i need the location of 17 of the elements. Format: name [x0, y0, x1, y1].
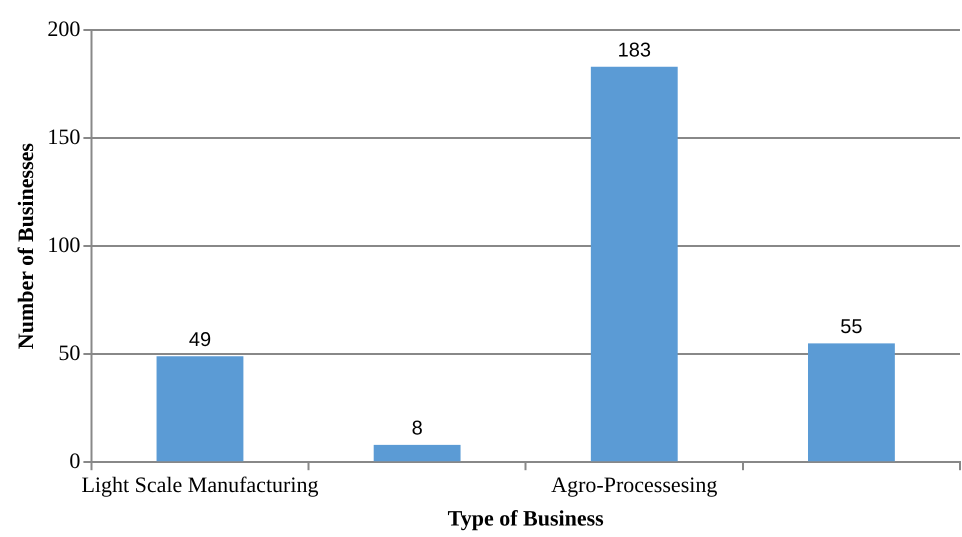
bar [374, 444, 461, 462]
y-tick-label: 100 [47, 232, 80, 257]
y-tick-label: 0 [69, 448, 80, 473]
y-tick-label: 50 [58, 340, 80, 365]
bar [808, 343, 895, 462]
x-tick-label: Light Scale Manufacturing [81, 472, 318, 498]
x-axis-title: Type of Business [448, 505, 604, 530]
data-label: 55 [840, 316, 863, 338]
bar [590, 66, 678, 462]
x-tick-label: Agro-Processesing [551, 472, 718, 498]
data-label: 49 [188, 328, 212, 351]
y-axis-title: Number of Businesses [12, 142, 38, 350]
data-label: 8 [412, 417, 423, 440]
y-tick-label: 200 [47, 16, 80, 41]
bar [156, 356, 244, 462]
data-label: 183 [618, 39, 651, 62]
y-tick-label: 150 [47, 124, 80, 149]
